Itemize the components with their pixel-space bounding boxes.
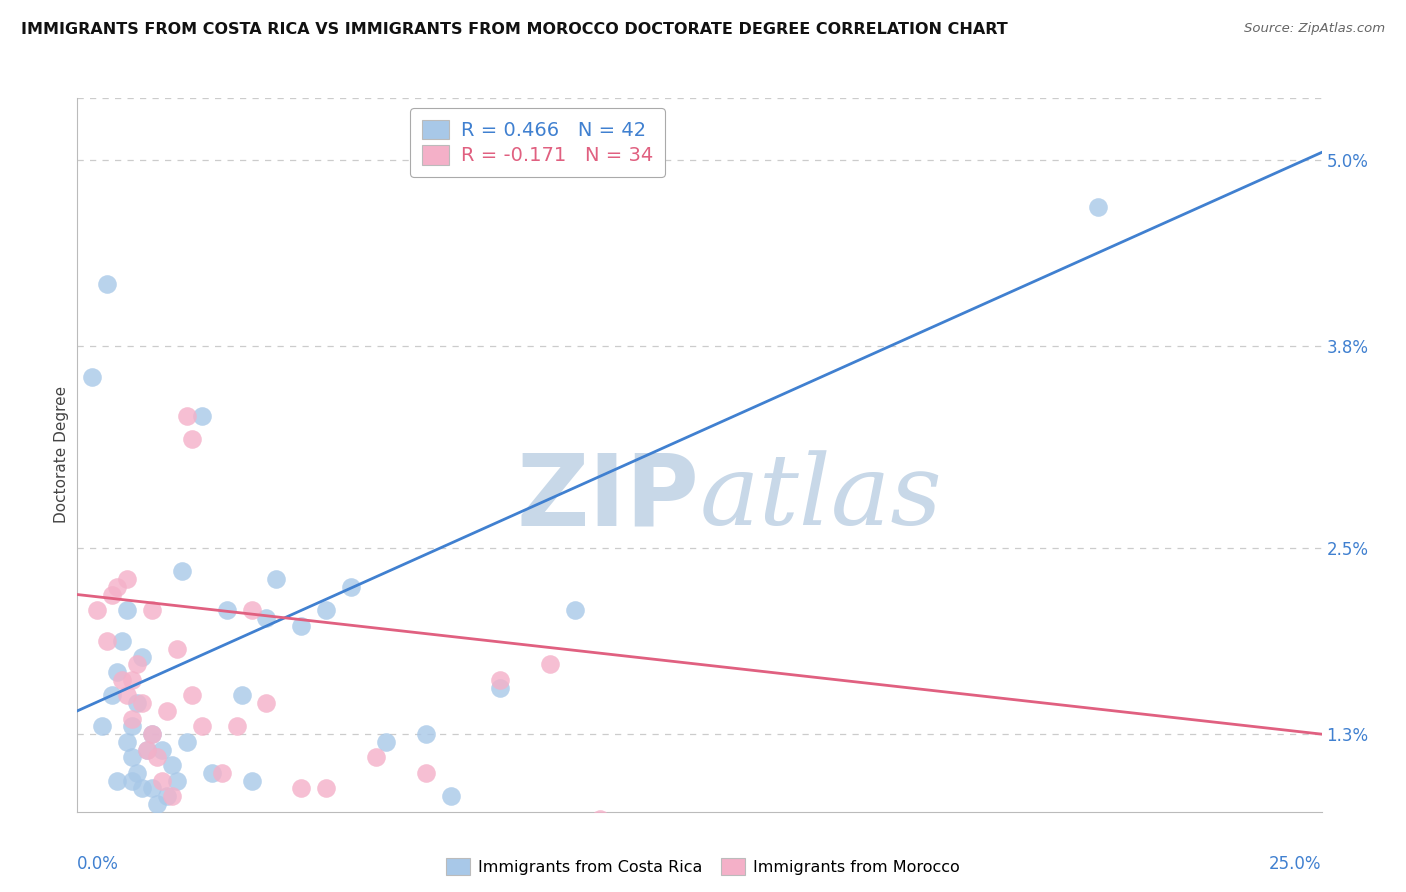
Point [176,409,198,424]
Point [564,603,586,617]
Point [538,657,561,672]
Point [374,735,396,749]
Text: 25.0%: 25.0% [1270,855,1322,872]
Point [105,773,128,788]
Point [166,641,188,656]
Point [180,433,202,447]
Point [215,603,238,617]
Legend: R = 0.466   N = 42, R = -0.171   N = 34: R = 0.466 N = 42, R = -0.171 N = 34 [411,108,665,178]
Point [415,766,437,780]
Point [91,719,114,733]
Text: IMMIGRANTS FROM COSTA RICA VS IMMIGRANTS FROM MOROCCO DOCTORATE DEGREE CORRELATI: IMMIGRANTS FROM COSTA RICA VS IMMIGRANTS… [21,22,1008,37]
Legend: Immigrants from Costa Rica, Immigrants from Morocco: Immigrants from Costa Rica, Immigrants f… [441,854,965,880]
Text: 0.0%: 0.0% [77,855,120,872]
Point [82,370,104,384]
Y-axis label: Doctorate Degree: Doctorate Degree [53,386,69,524]
Point [290,618,312,632]
Point [191,409,214,424]
Point [101,588,124,602]
Point [121,773,143,788]
Point [201,766,224,780]
Point [125,657,148,672]
Point [160,758,183,772]
Point [231,689,253,703]
Text: Source: ZipAtlas.com: Source: ZipAtlas.com [1244,22,1385,36]
Point [125,696,148,710]
Point [439,789,461,804]
Point [170,564,193,578]
Point [131,781,153,796]
Point [240,773,263,788]
Point [256,611,278,625]
Point [121,673,143,687]
Point [111,634,134,648]
Point [315,781,337,796]
Point [1087,200,1109,214]
Point [101,689,124,703]
Point [150,742,173,756]
Point [225,719,247,733]
Point [489,681,512,695]
Point [589,813,612,827]
Point [146,797,169,811]
Point [115,603,138,617]
Point [141,727,163,741]
Point [191,719,214,733]
Point [136,742,159,756]
Point [211,766,233,780]
Point [131,696,153,710]
Point [240,603,263,617]
Point [115,689,138,703]
Point [96,634,118,648]
Point [160,789,183,804]
Point [121,719,143,733]
Point [150,773,173,788]
Point [111,673,134,687]
Point [96,277,118,292]
Point [176,735,198,749]
Point [141,781,163,796]
Point [125,766,148,780]
Point [166,773,188,788]
Point [180,689,202,703]
Point [156,704,179,718]
Point [315,603,337,617]
Point [415,727,437,741]
Text: atlas: atlas [700,450,942,545]
Point [489,673,512,687]
Point [136,742,159,756]
Point [115,735,138,749]
Point [105,580,128,594]
Point [146,750,169,764]
Point [340,580,363,594]
Point [290,781,312,796]
Point [141,727,163,741]
Point [86,603,108,617]
Point [121,750,143,764]
Point [256,696,278,710]
Point [266,572,288,586]
Point [364,750,387,764]
Point [121,712,143,726]
Point [156,789,179,804]
Point [105,665,128,679]
Point [141,603,163,617]
Point [131,649,153,664]
Point [115,572,138,586]
Text: ZIP: ZIP [516,450,700,546]
